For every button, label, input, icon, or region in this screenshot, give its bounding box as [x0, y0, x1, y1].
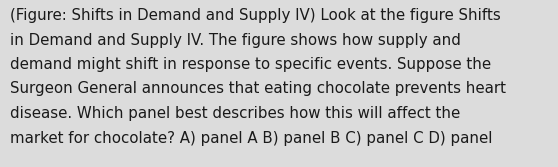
Text: (Figure: Shifts in Demand and Supply IV) Look at the figure Shifts: (Figure: Shifts in Demand and Supply IV)…: [10, 8, 501, 23]
Text: market for chocolate? A) panel A B) panel B C) panel C D) panel: market for chocolate? A) panel A B) pane…: [10, 130, 493, 145]
Text: Surgeon General announces that eating chocolate prevents heart: Surgeon General announces that eating ch…: [10, 81, 506, 97]
Text: disease. Which panel best describes how this will affect the: disease. Which panel best describes how …: [10, 106, 460, 121]
Text: demand might shift in response to specific events. Suppose the: demand might shift in response to specif…: [10, 57, 491, 72]
Text: in Demand and Supply IV. The figure shows how supply and: in Demand and Supply IV. The figure show…: [10, 33, 461, 47]
